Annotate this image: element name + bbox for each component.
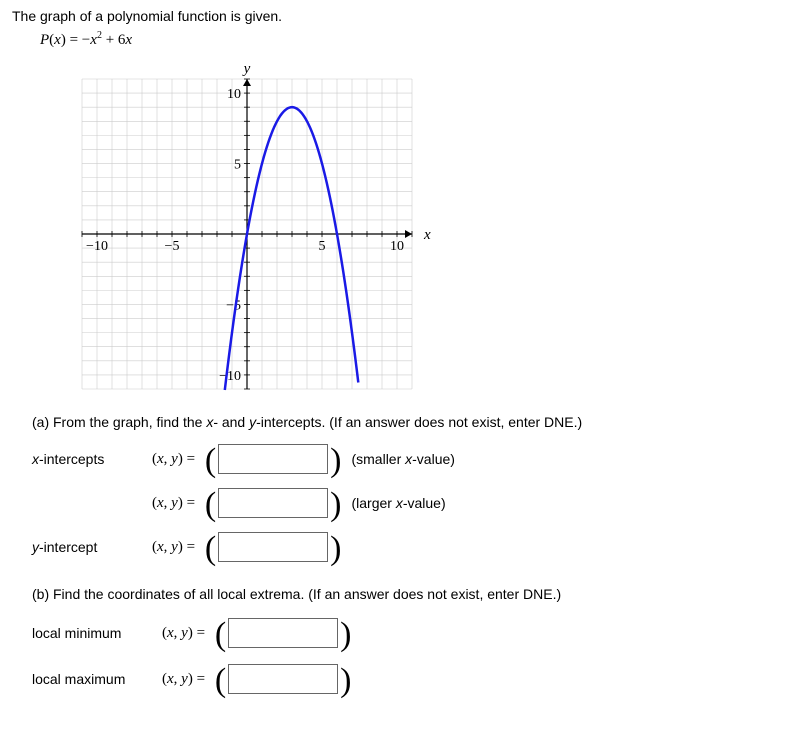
part-b-prompt: (b) Find the coordinates of all local ex… — [32, 586, 791, 602]
open-paren: ( — [205, 495, 216, 515]
close-paren: ) — [340, 671, 351, 691]
local-minimum-label: local minimum — [32, 625, 162, 641]
polynomial-formula: P(x) = −x2 + 6x — [40, 30, 791, 49]
svg-text:5: 5 — [319, 239, 326, 254]
xy-label: (x, y) = — [152, 451, 199, 468]
open-paren: ( — [205, 539, 216, 559]
smaller-x-hint: (smaller x-value) — [351, 451, 454, 467]
close-paren: ) — [330, 539, 341, 559]
local-maximum-input[interactable] — [228, 664, 338, 694]
local-maximum-label: local maximum — [32, 671, 162, 687]
y-intercept-input[interactable] — [218, 532, 328, 562]
svg-text:10: 10 — [390, 239, 404, 254]
y-intercept-label: y-intercept — [32, 539, 152, 555]
close-paren: ) — [330, 495, 341, 515]
svg-text:5: 5 — [234, 158, 241, 173]
open-paren: ( — [215, 671, 226, 691]
x-intercept-larger-input[interactable] — [218, 488, 328, 518]
xy-label: (x, y) = — [162, 625, 209, 642]
close-paren: ) — [330, 451, 341, 471]
svg-text:y: y — [242, 61, 251, 77]
local-minimum-input[interactable] — [228, 618, 338, 648]
xy-label: (x, y) = — [152, 495, 199, 512]
open-paren: ( — [215, 625, 226, 645]
xy-label: (x, y) = — [152, 539, 199, 556]
polynomial-graph: −10 −5 5 10 −10 −5 5 10 x y — [72, 59, 442, 399]
part-a-prompt: (a) From the graph, find the x- and y-in… — [32, 414, 791, 430]
intro-text: The graph of a polynomial function is gi… — [12, 8, 791, 24]
x-intercepts-label: x-intercepts — [32, 451, 152, 467]
svg-text:−5: −5 — [226, 298, 241, 313]
svg-text:−5: −5 — [165, 239, 180, 254]
x-intercept-smaller-input[interactable] — [218, 444, 328, 474]
svg-text:−10: −10 — [219, 369, 241, 384]
close-paren: ) — [340, 625, 351, 645]
open-paren: ( — [205, 451, 216, 471]
svg-text:10: 10 — [227, 87, 241, 102]
larger-x-hint: (larger x-value) — [351, 495, 445, 511]
svg-text:−10: −10 — [86, 239, 108, 254]
xy-label: (x, y) = — [162, 671, 209, 688]
svg-text:x: x — [423, 227, 431, 243]
